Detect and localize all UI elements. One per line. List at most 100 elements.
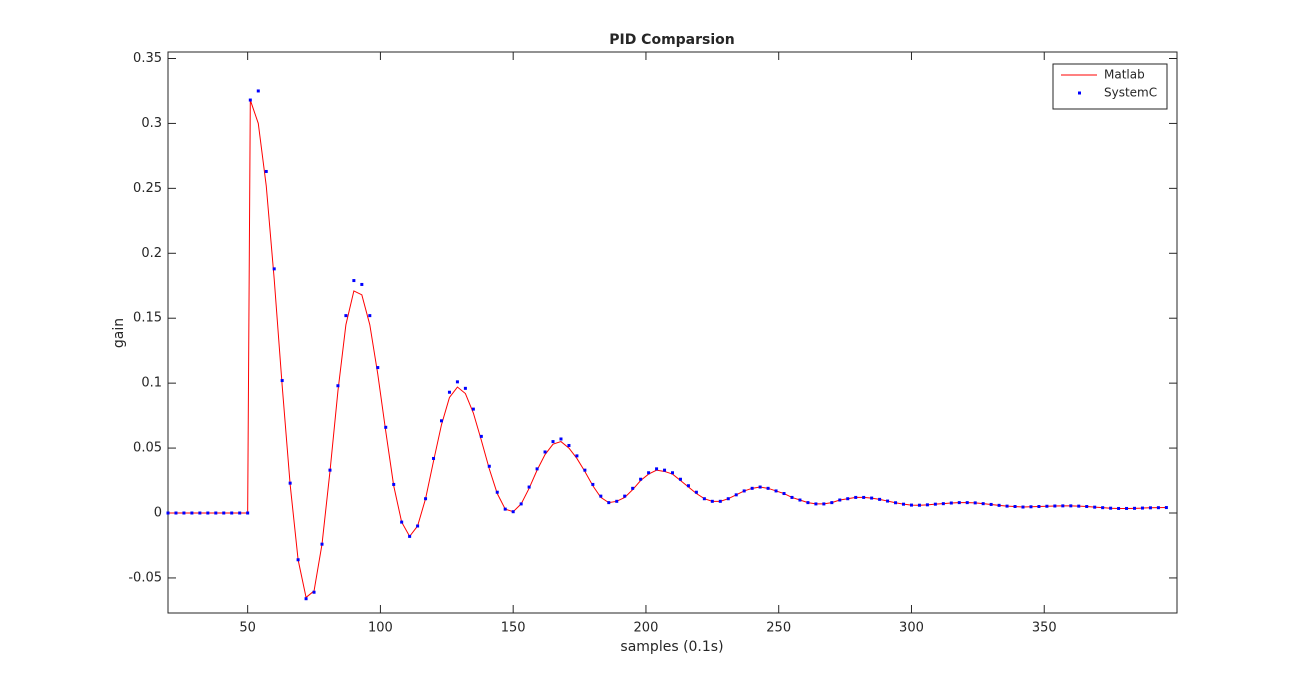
data-point	[1164, 506, 1168, 510]
data-point	[997, 503, 1001, 507]
data-point	[1109, 506, 1113, 510]
data-point	[973, 501, 977, 505]
data-point	[686, 484, 690, 488]
data-point	[238, 511, 242, 515]
data-point	[1045, 504, 1049, 508]
data-point	[782, 492, 786, 496]
data-point	[981, 502, 985, 506]
data-point	[1069, 504, 1073, 508]
x-tick-label: 150	[501, 621, 526, 636]
data-point	[424, 497, 428, 501]
data-point	[272, 267, 276, 271]
data-point	[909, 503, 913, 507]
data-point	[830, 501, 834, 505]
data-point	[766, 486, 770, 490]
data-point	[344, 314, 348, 318]
plot-box	[167, 51, 1178, 614]
data-point	[702, 497, 706, 501]
data-point	[655, 467, 659, 471]
data-point	[639, 477, 643, 481]
data-point	[1101, 506, 1105, 510]
data-point	[1053, 504, 1057, 508]
data-point	[957, 501, 961, 505]
data-point	[455, 380, 459, 384]
y-tick-label: 0.15	[133, 311, 162, 326]
data-point	[182, 511, 186, 515]
data-point	[392, 482, 396, 486]
data-point	[1085, 505, 1089, 509]
data-point	[806, 501, 810, 505]
data-point	[222, 511, 226, 515]
data-point	[1133, 506, 1137, 510]
data-point	[1005, 504, 1009, 508]
data-point	[527, 485, 531, 489]
data-point	[551, 440, 555, 444]
data-point	[631, 486, 635, 490]
data-point	[479, 434, 483, 438]
y-axis-label: gain	[111, 318, 127, 348]
data-point	[463, 386, 467, 390]
data-point	[1013, 505, 1017, 509]
data-point	[814, 502, 818, 506]
data-point	[854, 495, 858, 499]
data-point	[822, 502, 826, 506]
data-point	[862, 495, 866, 499]
data-point	[256, 89, 260, 93]
legend-label: SystemC	[1104, 86, 1157, 100]
data-point	[416, 524, 420, 528]
data-point	[750, 486, 754, 490]
data-point	[511, 510, 515, 514]
data-point	[989, 502, 993, 506]
data-point	[320, 542, 324, 546]
data-point	[758, 485, 762, 489]
data-point	[214, 511, 218, 515]
data-point	[246, 511, 250, 515]
data-point	[384, 425, 388, 429]
data-point	[774, 489, 778, 493]
data-point	[288, 481, 292, 485]
legend-marker	[1078, 91, 1081, 95]
data-point	[886, 499, 890, 503]
data-point	[198, 511, 202, 515]
y-tick-label: 0.2	[141, 246, 162, 261]
data-point	[575, 454, 579, 458]
data-point	[878, 497, 882, 501]
data-point	[949, 501, 953, 505]
data-point	[1156, 506, 1160, 510]
data-point	[607, 501, 611, 505]
data-point	[838, 498, 842, 502]
data-point	[615, 499, 619, 503]
x-tick-label: 250	[766, 621, 791, 636]
data-point	[846, 497, 850, 501]
data-point	[296, 558, 300, 562]
y-tick-label: 0.1	[141, 376, 162, 391]
x-tick-label: 50	[239, 621, 256, 636]
data-point	[925, 503, 929, 507]
data-point	[1117, 506, 1121, 510]
data-point	[734, 493, 738, 497]
data-point	[408, 534, 412, 538]
data-point	[360, 282, 364, 286]
data-point	[190, 511, 194, 515]
x-axis-label: samples (0.1s)	[620, 639, 723, 655]
data-point	[671, 471, 674, 475]
data-point	[230, 511, 234, 515]
data-point	[894, 501, 898, 505]
data-point	[965, 501, 969, 505]
data-point	[280, 379, 284, 383]
data-point	[206, 511, 210, 515]
data-point	[328, 468, 332, 472]
data-point	[798, 498, 802, 502]
x-tick-label: 350	[1032, 621, 1057, 636]
data-point	[559, 437, 563, 441]
data-point	[519, 502, 523, 506]
x-tick-label: 300	[899, 621, 924, 636]
data-point	[1037, 505, 1041, 509]
data-point	[790, 495, 794, 499]
data-point	[742, 489, 746, 493]
data-point	[487, 464, 491, 468]
data-point	[543, 450, 547, 454]
data-point	[1148, 506, 1152, 510]
data-point	[623, 494, 627, 498]
